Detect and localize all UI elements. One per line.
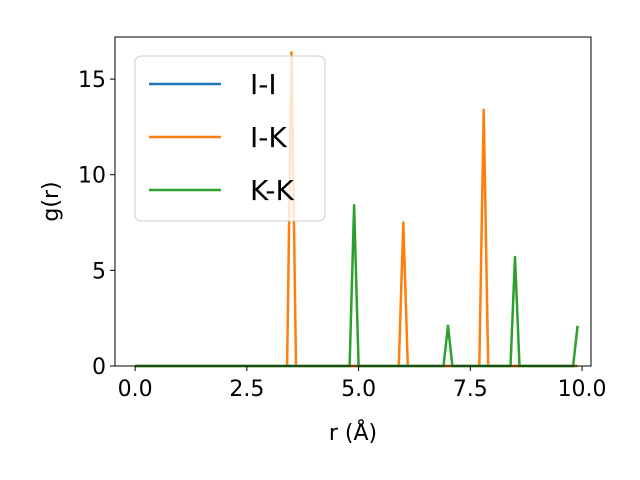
legend-label-i-k: I-K xyxy=(250,121,287,154)
y-tick-label: 10 xyxy=(78,164,106,189)
series-line-k-k xyxy=(135,204,579,368)
x-tick-label: 5.0 xyxy=(341,377,376,402)
legend: I-I I-K K-K xyxy=(134,55,326,222)
legend-label-i-i: I-I xyxy=(250,68,277,101)
x-axis-label: r (Å) xyxy=(329,419,377,446)
x-tick-label: 0.0 xyxy=(118,377,153,402)
y-axis-label: g(r) xyxy=(39,181,64,221)
y-tick-label: 0 xyxy=(92,355,106,380)
x-axis: 0.0 2.5 5.0 7.5 10.0 xyxy=(118,366,607,402)
x-tick-label: 7.5 xyxy=(453,377,488,402)
plot-frame xyxy=(114,36,592,367)
x-tick-label: 2.5 xyxy=(229,377,264,402)
legend-label-k-k: K-K xyxy=(250,174,295,207)
y-axis: 0 5 10 15 xyxy=(78,68,115,380)
x-tick-label: 10.0 xyxy=(558,377,607,402)
legend-box xyxy=(134,55,326,222)
y-tick-label: 5 xyxy=(92,259,106,284)
y-tick-label: 15 xyxy=(78,68,106,93)
